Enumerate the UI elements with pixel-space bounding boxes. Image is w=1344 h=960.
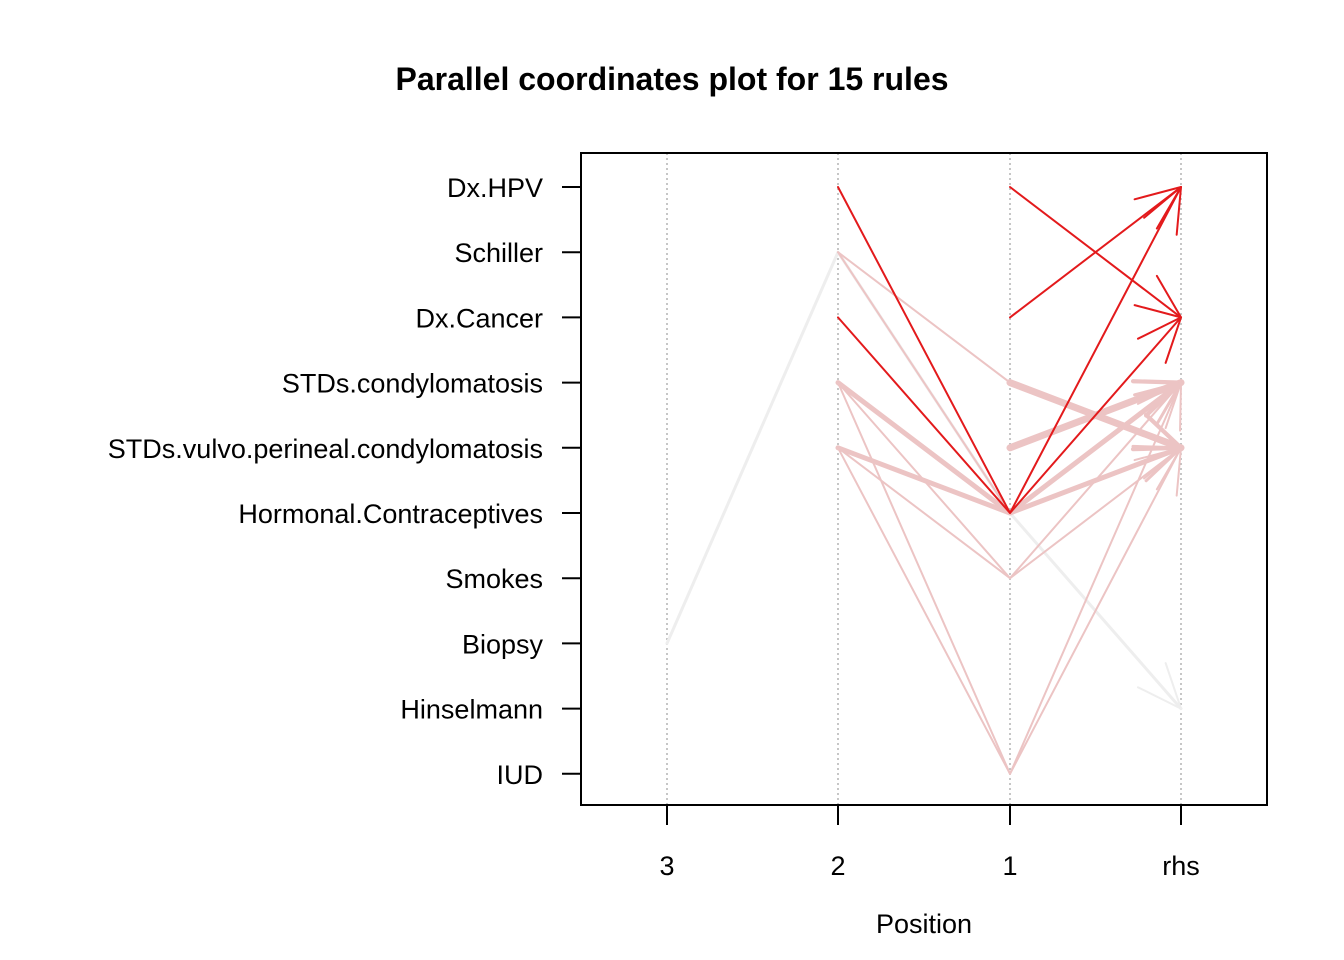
rule-arrowhead <box>1145 381 1182 432</box>
x-axis-label: Position <box>876 909 972 939</box>
y-tick-label: Hormonal.Contraceptives <box>238 499 543 529</box>
rule-arrowhead <box>1133 186 1182 230</box>
rule-arrowhead <box>1136 662 1182 710</box>
rule-arrowhead <box>1143 446 1182 497</box>
rule-line <box>837 381 1182 580</box>
x-axis: 3 2 1 rhs <box>659 805 1200 881</box>
y-tick-label: Dx.HPV <box>447 173 543 203</box>
rule-line <box>837 186 1182 514</box>
x-tick-label: rhs <box>1162 851 1200 881</box>
x-tick-label: 3 <box>659 851 674 881</box>
rule-line <box>1009 186 1182 319</box>
y-tick-label: Biopsy <box>462 629 544 659</box>
rule-15 <box>837 381 1182 775</box>
y-tick-label: STDs.vulvo.perineal.condylomatosis <box>108 434 543 464</box>
y-tick-label: Schiller <box>454 238 543 268</box>
y-tick-label: Smokes <box>445 564 543 594</box>
y-tick-label: STDs.condylomatosis <box>282 369 543 399</box>
x-tick-label: 2 <box>830 851 845 881</box>
chart-title: Parallel coordinates plot for 15 rules <box>395 61 948 97</box>
rule-arrowhead <box>1133 274 1182 319</box>
rule-line <box>837 381 1182 775</box>
plot-frame <box>580 152 1268 806</box>
rule-5 <box>1009 186 1182 319</box>
rule-lines <box>665 186 1185 775</box>
y-tick-label: Hinselmann <box>400 695 543 725</box>
y-tick-label: Dx.Cancer <box>415 303 543 333</box>
x-tick-label: 1 <box>1002 851 1017 881</box>
y-axis: Dx.HPV Schiller Dx.Cancer STDs.condylomatos… <box>108 173 581 790</box>
grid-lines <box>666 153 1182 805</box>
y-tick-label: IUD <box>497 760 544 790</box>
